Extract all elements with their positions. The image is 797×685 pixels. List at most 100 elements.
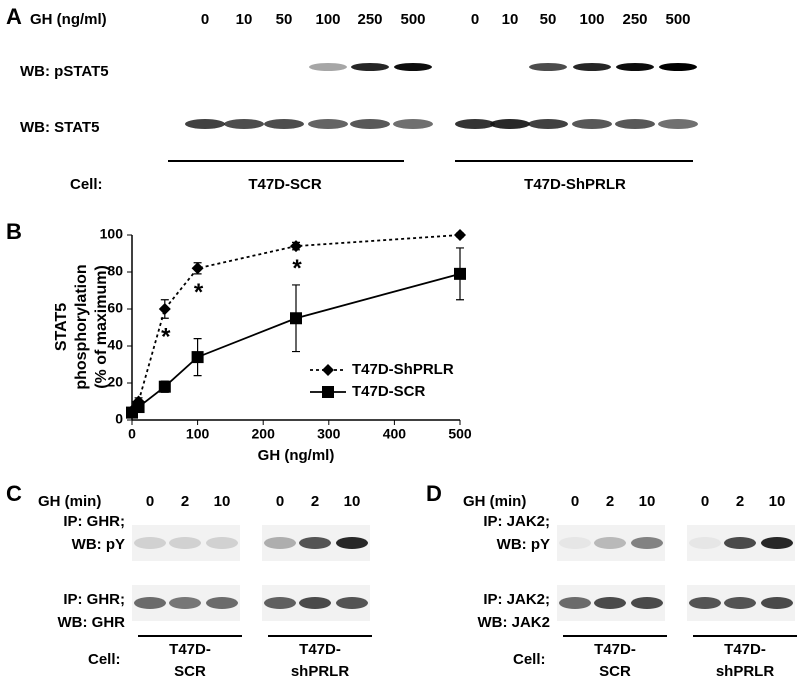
group-label: T47D-SCR xyxy=(248,176,322,193)
x-tick-label: 500 xyxy=(448,426,472,442)
time-label: 0 xyxy=(276,493,284,510)
row-label: WB: pY xyxy=(497,536,550,553)
significance-mark: * xyxy=(194,279,204,306)
time-label: 0 xyxy=(146,493,154,510)
blot-band xyxy=(761,597,793,609)
time-label: 2 xyxy=(311,493,319,510)
blot-band xyxy=(264,537,296,549)
row-label: IP: JAK2; xyxy=(483,513,550,530)
marker xyxy=(290,240,302,253)
group-label: T47D-ShPRLR xyxy=(524,176,626,193)
marker xyxy=(132,401,145,414)
group-label: shPRLR xyxy=(291,663,350,680)
blot-band xyxy=(336,597,368,609)
dose-label: 100 xyxy=(315,11,340,28)
group-label: shPRLR xyxy=(716,663,775,680)
dose-label: 250 xyxy=(357,11,382,28)
row-label: WB: GHR xyxy=(58,614,126,631)
dose-label: 10 xyxy=(502,11,519,28)
x-tick-label: 300 xyxy=(317,426,341,442)
blot-band xyxy=(594,597,626,609)
x-tick-label: 400 xyxy=(383,426,407,442)
time-label: 10 xyxy=(769,493,786,510)
x-tick-label: 0 xyxy=(128,426,136,442)
blot-band xyxy=(308,119,348,129)
x-tick-label: 100 xyxy=(186,426,210,442)
blot-band xyxy=(616,63,654,71)
blot-band xyxy=(490,119,530,129)
significance-mark: * xyxy=(292,255,302,282)
row-label: WB: pY xyxy=(72,536,125,553)
marker xyxy=(454,229,466,241)
y-axis-label: phosphorylation xyxy=(73,264,90,389)
dose-label: 0 xyxy=(201,11,209,28)
blot-band xyxy=(336,537,368,549)
time-label: 10 xyxy=(344,493,361,510)
y-axis-label: (% of maximum) xyxy=(93,265,110,389)
marker xyxy=(158,380,171,393)
dose-label: 50 xyxy=(276,11,293,28)
time-label: 0 xyxy=(701,493,709,510)
blot-band xyxy=(224,119,264,129)
x-axis-label: GH (ng/ml) xyxy=(258,447,335,464)
blot-band xyxy=(264,119,304,129)
time-header: GH (min) xyxy=(38,493,101,510)
blot-band xyxy=(631,597,663,609)
blot-band xyxy=(206,597,238,609)
blot-band xyxy=(299,537,331,549)
marker xyxy=(322,364,334,376)
dose-label: 500 xyxy=(665,11,690,28)
row-label: WB: STAT5 xyxy=(20,119,99,136)
dose-label: 500 xyxy=(400,11,425,28)
blot-band xyxy=(309,63,347,71)
blot-band xyxy=(659,63,697,71)
blot-band xyxy=(559,597,591,609)
group-label: T47D- xyxy=(724,641,766,658)
time-label: 10 xyxy=(214,493,231,510)
blot-band xyxy=(350,119,390,129)
cell-label: Cell: xyxy=(88,651,121,668)
blot-band xyxy=(169,537,201,549)
group-label: T47D- xyxy=(594,641,636,658)
marker xyxy=(322,386,334,398)
y-tick-label: 80 xyxy=(107,263,123,279)
marker xyxy=(454,267,466,280)
blot-band xyxy=(761,537,793,549)
blot-band xyxy=(185,119,225,129)
blot-band xyxy=(529,63,567,71)
y-tick-label: 20 xyxy=(107,374,123,390)
blot-band xyxy=(134,597,166,609)
group-label: T47D- xyxy=(169,641,211,658)
y-axis-label: STAT5 xyxy=(53,303,70,351)
dose-label: 250 xyxy=(622,11,647,28)
marker xyxy=(290,312,302,325)
blot-band xyxy=(134,537,166,549)
row-label: IP: GHR; xyxy=(63,591,125,608)
significance-mark: * xyxy=(161,324,171,351)
group-label: T47D- xyxy=(299,641,341,658)
dose-label: 0 xyxy=(471,11,479,28)
cell-label: Cell: xyxy=(513,651,546,668)
blot-band xyxy=(351,63,389,71)
blot-band xyxy=(393,119,433,129)
blot-band xyxy=(264,597,296,609)
y-tick-label: 100 xyxy=(100,226,124,242)
dose-label: 100 xyxy=(579,11,604,28)
panel-label: A xyxy=(6,4,22,29)
time-header: GH (min) xyxy=(463,493,526,510)
series-line xyxy=(131,234,461,412)
y-tick-label: 0 xyxy=(115,411,123,427)
group-label: SCR xyxy=(599,663,631,680)
time-label: 2 xyxy=(181,493,189,510)
x-tick-label: 200 xyxy=(252,426,276,442)
row-label: WB: pSTAT5 xyxy=(20,63,109,80)
blot-band xyxy=(206,537,238,549)
blot-band xyxy=(724,537,756,549)
time-label: 2 xyxy=(606,493,614,510)
panel-label: D xyxy=(426,481,442,506)
dose-label: 50 xyxy=(540,11,557,28)
dose-header: GH (ng/ml) xyxy=(30,11,107,28)
blot-band xyxy=(559,537,591,549)
blot-band xyxy=(528,119,568,129)
